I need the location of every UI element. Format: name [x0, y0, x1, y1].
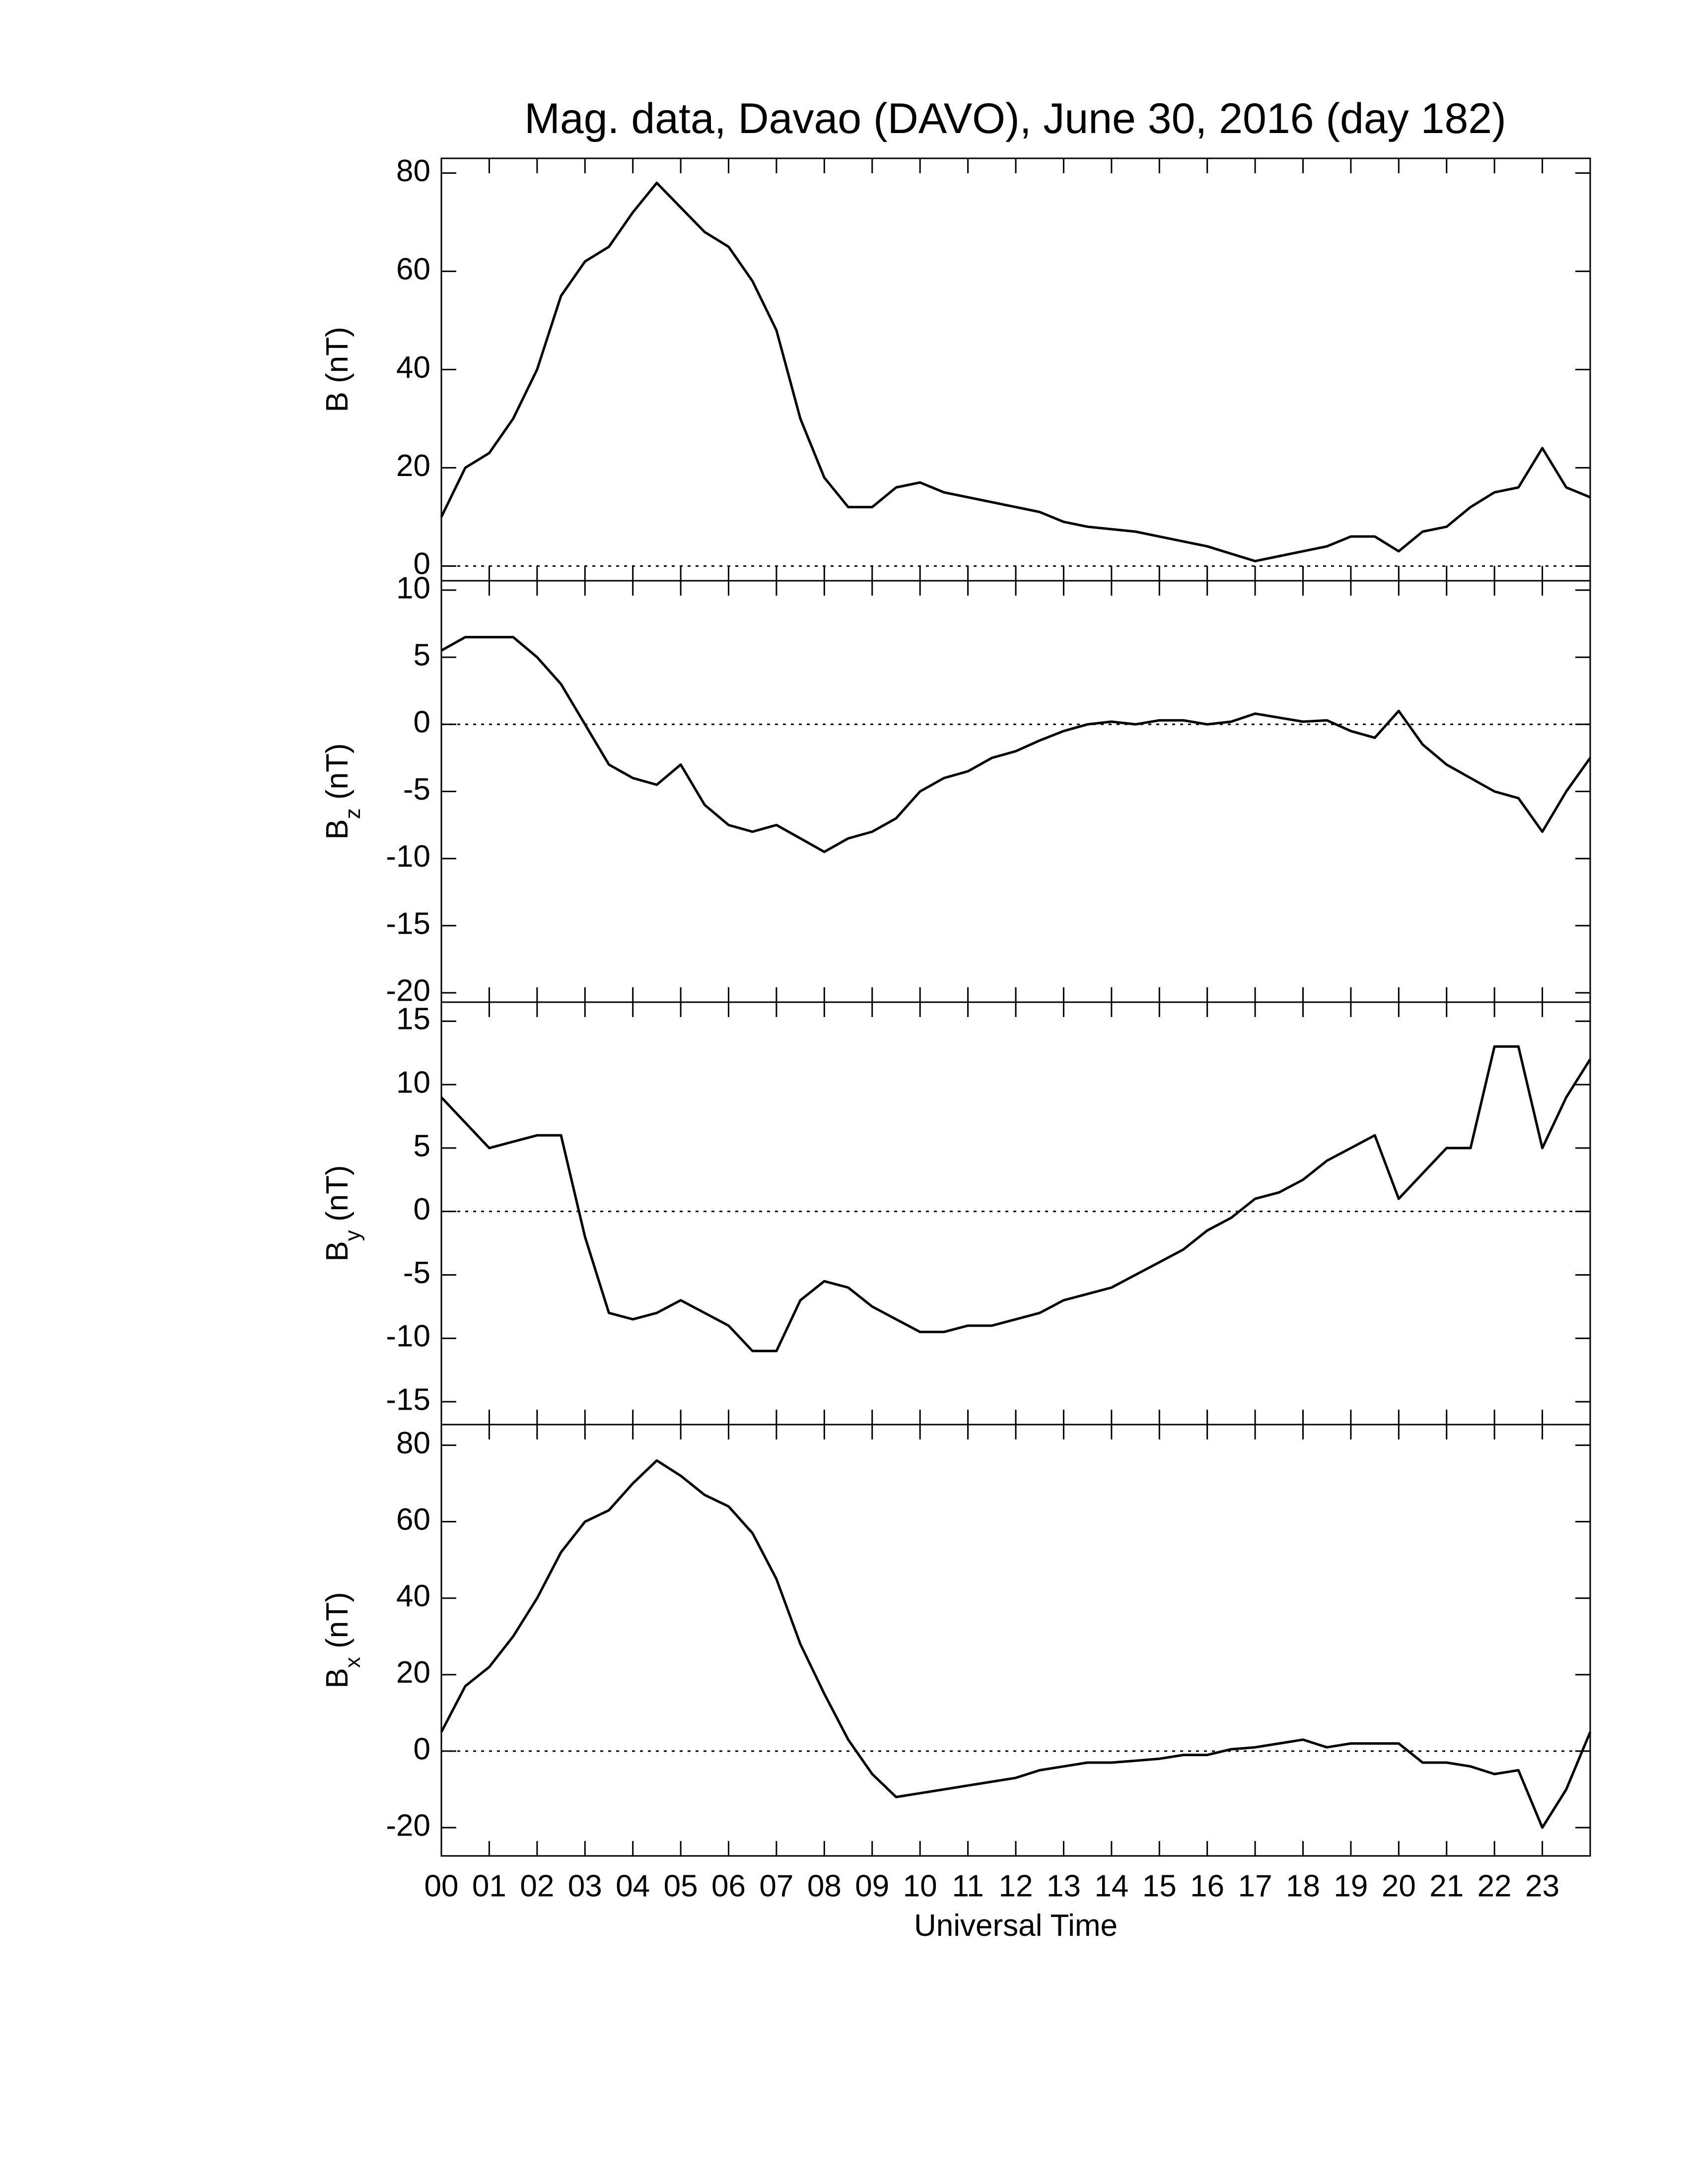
x-tick-label: 22	[1477, 1869, 1512, 1903]
y-tick-label: -5	[403, 1256, 430, 1290]
y-tick-label: 0	[414, 1732, 430, 1766]
y-label-sub: z	[341, 808, 365, 819]
y-tick-label: 20	[396, 449, 430, 483]
y-axis-label: Bz (nT)	[320, 743, 365, 839]
y-label-base: B	[320, 819, 354, 839]
y-tick-label: 60	[396, 252, 430, 286]
x-tick-label: 12	[999, 1869, 1033, 1903]
x-tick-label: 08	[807, 1869, 842, 1903]
x-tick-label: 20	[1382, 1869, 1416, 1903]
y-axis-label: By (nT)	[320, 1165, 365, 1261]
y-tick-label: 0	[414, 1192, 430, 1227]
y-tick-label: 80	[396, 154, 430, 188]
y-tick-label: 40	[396, 1579, 430, 1613]
y-tick-label: -20	[386, 1808, 430, 1843]
x-tick-label: 07	[759, 1869, 793, 1903]
x-tick-label: 17	[1238, 1869, 1272, 1903]
y-tick-label: 10	[396, 1065, 430, 1099]
y-tick-label: 40	[396, 350, 430, 385]
x-axis-label: Universal Time	[914, 1909, 1118, 1943]
y-label-sub: y	[341, 1230, 365, 1241]
x-tick-label: 05	[664, 1869, 698, 1903]
y-label-base: B	[320, 1241, 354, 1261]
x-tick-label: 09	[855, 1869, 889, 1903]
plot-frame	[440, 580, 1591, 1003]
data-line	[440, 636, 1592, 853]
y-tick-label: -5	[403, 772, 430, 807]
data-line	[440, 1459, 1592, 1829]
x-tick-label: 00	[424, 1869, 459, 1903]
y-tick-label: 10	[396, 571, 430, 605]
y-tick-label: 5	[414, 638, 430, 672]
x-tick-label: 06	[711, 1869, 746, 1903]
y-tick-label: 5	[414, 1129, 430, 1163]
plot-frame	[440, 1424, 1591, 1857]
x-tick-label: 21	[1429, 1869, 1464, 1903]
y-tick-label: 15	[396, 1002, 430, 1036]
y-tick-label: -15	[386, 1382, 430, 1417]
x-tick-label: 23	[1525, 1869, 1559, 1903]
y-label-base: B	[320, 1668, 354, 1688]
x-tick-label: 18	[1286, 1869, 1320, 1903]
x-tick-label: 11	[952, 1869, 984, 1903]
y-tick-label: -10	[386, 839, 430, 874]
x-tick-label: 19	[1334, 1869, 1368, 1903]
y-tick-label: 20	[396, 1655, 430, 1690]
y-tick-label: -20	[386, 973, 430, 1008]
x-tick-label: 16	[1190, 1869, 1224, 1903]
x-tick-label: 14	[1094, 1869, 1128, 1903]
y-tick-label: -10	[386, 1319, 430, 1354]
y-tick-label: 0	[414, 547, 430, 581]
x-tick-label: 02	[520, 1869, 554, 1903]
plot-frame	[440, 157, 1591, 582]
y-axis-label: B (nT)	[320, 327, 354, 412]
x-tick-label: 13	[1047, 1869, 1081, 1903]
data-line	[440, 182, 1591, 562]
plot-frame	[440, 1001, 1591, 1426]
y-axis-label: Bx (nT)	[320, 1592, 365, 1688]
x-tick-label: 10	[903, 1869, 937, 1903]
y-label-unit: (nT)	[320, 743, 354, 808]
y-tick-label: 80	[396, 1426, 430, 1460]
x-tick-label: 15	[1142, 1869, 1177, 1903]
x-tick-label: 01	[472, 1869, 506, 1903]
y-label-sub: x	[341, 1657, 365, 1668]
x-tick-label: 04	[616, 1869, 650, 1903]
data-line	[440, 1045, 1592, 1353]
y-label-unit: (nT)	[320, 1592, 354, 1657]
x-tick-label: 03	[568, 1869, 602, 1903]
y-label-unit: (nT)	[320, 1165, 354, 1230]
y-tick-label: 60	[396, 1502, 430, 1537]
chart-title: Mag. data, Davao (DAVO), June 30, 2016 (…	[524, 95, 1506, 142]
y-tick-label: 0	[414, 705, 430, 740]
y-tick-label: -15	[386, 906, 430, 941]
